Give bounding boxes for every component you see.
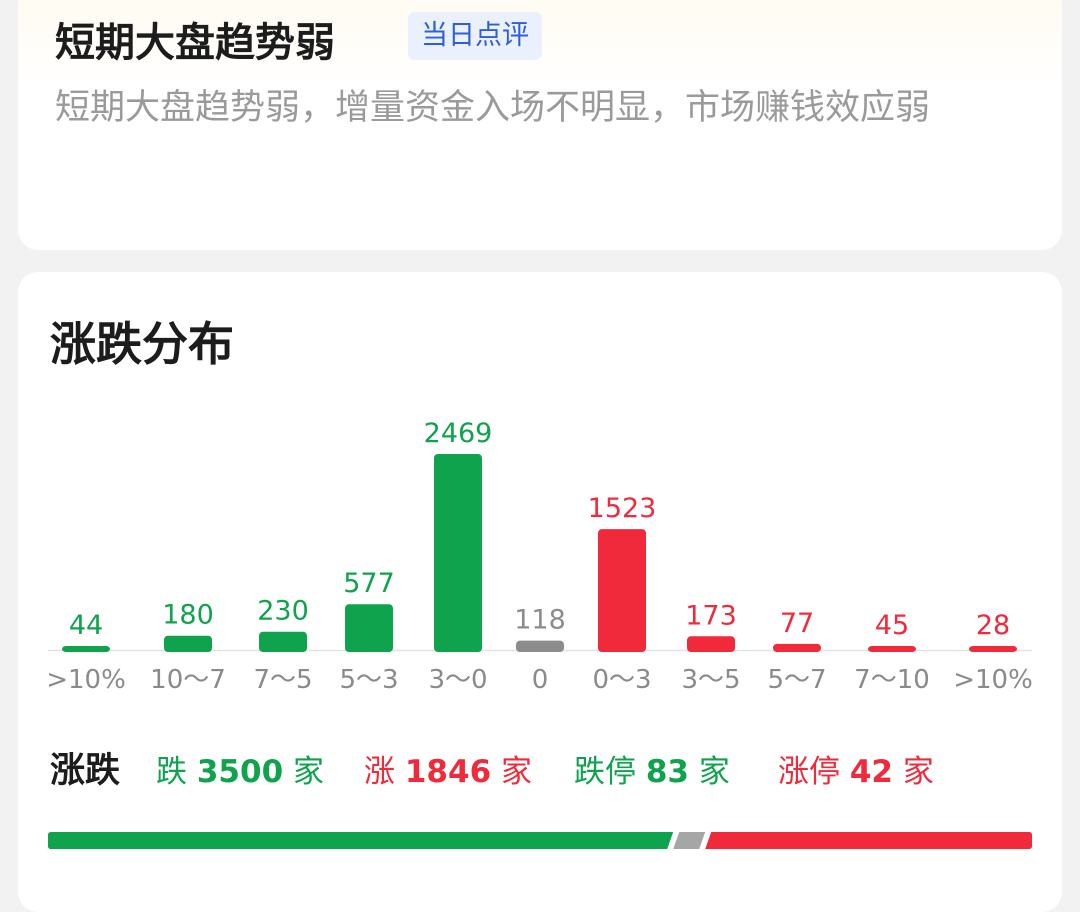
decline-value: 3500 (196, 754, 284, 790)
bar-value-label: 180 (162, 600, 214, 631)
category-label: 5～3 (339, 665, 398, 695)
bar-value-label: 2469 (424, 418, 493, 449)
bar-value-label: 118 (514, 605, 566, 636)
decline-count: 跌 3500 家 (156, 746, 324, 791)
bar-value-label: 173 (685, 600, 737, 631)
limit-down-value: 83 (645, 754, 689, 790)
bar-10 (969, 646, 1017, 652)
bar-6 (598, 529, 646, 652)
category-label: 7～10 (854, 665, 930, 695)
advance-decline-ratio-bar (48, 832, 1032, 849)
category-label: 3～0 (428, 665, 487, 695)
decline-prefix: 跌 (156, 754, 187, 790)
category-label: >10% (46, 665, 126, 695)
bar-5 (516, 640, 564, 652)
advance-value: 1846 (404, 754, 492, 790)
bar-4 (434, 454, 482, 652)
summary-label: 涨跌 (50, 751, 121, 791)
limit-down-count: 跌停 83 家 (574, 746, 730, 791)
market-comment-text: 短期大盘趋势弱，增量资金入场不明显，市场赚钱效应弱 (55, 88, 931, 128)
flat-segment (673, 832, 706, 849)
bar-value-label: 1523 (588, 493, 657, 524)
bar-1 (164, 635, 212, 652)
limit-up-unit: 家 (902, 754, 934, 790)
bar-2 (259, 631, 307, 652)
bar-0 (62, 646, 110, 652)
advance-segment (705, 832, 1032, 849)
market-comment-card: 短期大盘趋势弱 当日点评 短期大盘趋势弱，增量资金入场不明显，市场赚钱效应弱 (18, 0, 1062, 250)
bar-value-label: 28 (976, 610, 1010, 641)
market-trend-headline: 短期大盘趋势弱 (55, 20, 335, 66)
limit-up-count: 涨停 42 家 (778, 746, 934, 791)
bar-8 (773, 643, 821, 652)
category-label: 0～3 (592, 665, 651, 695)
bar-7 (687, 636, 735, 652)
category-label: 5～7 (767, 665, 826, 695)
distribution-card: 涨跌分布 44 >10% 180 10～7 230 7～5 577 5～3 2469 3～0 118… (18, 272, 1062, 912)
advance-unit: 家 (501, 754, 532, 790)
decline-unit: 家 (293, 754, 324, 790)
bar-value-label: 577 (343, 568, 395, 599)
bar-3 (345, 604, 393, 652)
distribution-bar-chart: 44 >10% 180 10～7 230 7～5 577 5～3 2469 3～0 118 0 1523… (46, 418, 1033, 695)
distribution-title: 涨跌分布 (50, 317, 234, 371)
limit-down-unit: 家 (698, 754, 730, 790)
category-label: 10～7 (150, 665, 226, 695)
category-label: >10% (953, 665, 1033, 695)
category-label: 7～5 (253, 665, 312, 695)
limit-down-prefix: 跌停 (574, 754, 636, 790)
category-label: 0 (532, 665, 549, 695)
limit-up-prefix: 涨停 (778, 754, 840, 790)
advance-count: 涨 1846 家 (364, 746, 532, 791)
bar-value-label: 230 (257, 596, 309, 627)
bar-value-label: 77 (780, 608, 814, 639)
bar-9 (868, 646, 916, 652)
advance-prefix: 涨 (364, 754, 395, 790)
daily-comment-tag[interactable]: 当日点评 (408, 12, 542, 60)
bar-value-label: 44 (69, 610, 103, 641)
decline-segment (48, 832, 674, 849)
limit-up-value: 42 (849, 754, 893, 790)
category-label: 3～5 (681, 665, 740, 695)
bar-value-label: 45 (875, 610, 909, 641)
